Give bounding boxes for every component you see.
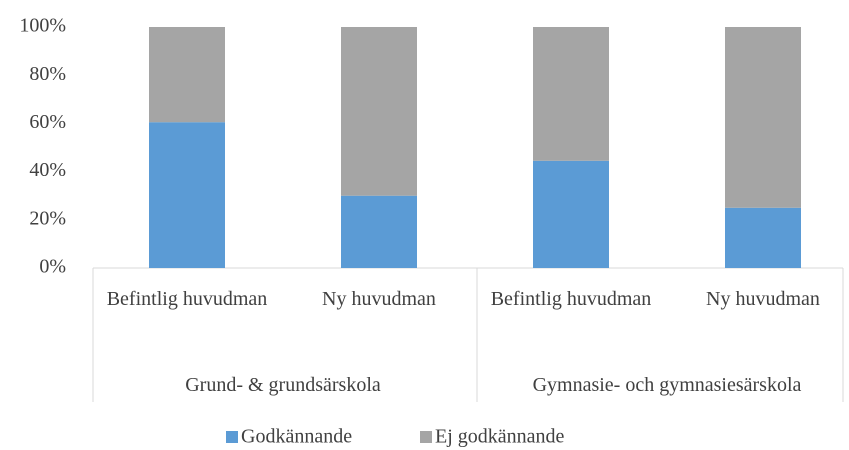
bar-segment xyxy=(725,207,801,268)
y-tick-label: 80% xyxy=(29,63,66,85)
bar-segment xyxy=(533,27,609,161)
y-tick-label: 20% xyxy=(29,207,66,229)
legend-swatch xyxy=(420,431,432,443)
bar-segment xyxy=(533,160,609,268)
y-tick-label: 40% xyxy=(29,159,66,181)
legend-label: Ej godkännande xyxy=(435,426,565,448)
bar-segment xyxy=(149,122,225,268)
y-tick-label: 60% xyxy=(29,111,66,133)
x-tick-label: Ny huvudman xyxy=(706,288,820,310)
x-tick-label: Ny huvudman xyxy=(322,288,436,310)
y-tick-label: 100% xyxy=(19,15,66,37)
x-tick-label: Befintlig huvudman xyxy=(490,288,652,310)
legend-swatch xyxy=(226,431,238,443)
bar-segment xyxy=(149,27,225,123)
x-tick-label: Befintlig huvudman xyxy=(106,288,268,310)
y-tick-label: 0% xyxy=(39,256,66,278)
bar-segment xyxy=(341,195,417,268)
group-label: Gymnasie- och gymnasiesärskola xyxy=(532,374,802,396)
bar-segment xyxy=(341,27,417,196)
group-label: Grund- & grundsärskola xyxy=(185,374,381,396)
bar-segment xyxy=(725,27,801,208)
legend-label: Godkännande xyxy=(241,426,352,448)
